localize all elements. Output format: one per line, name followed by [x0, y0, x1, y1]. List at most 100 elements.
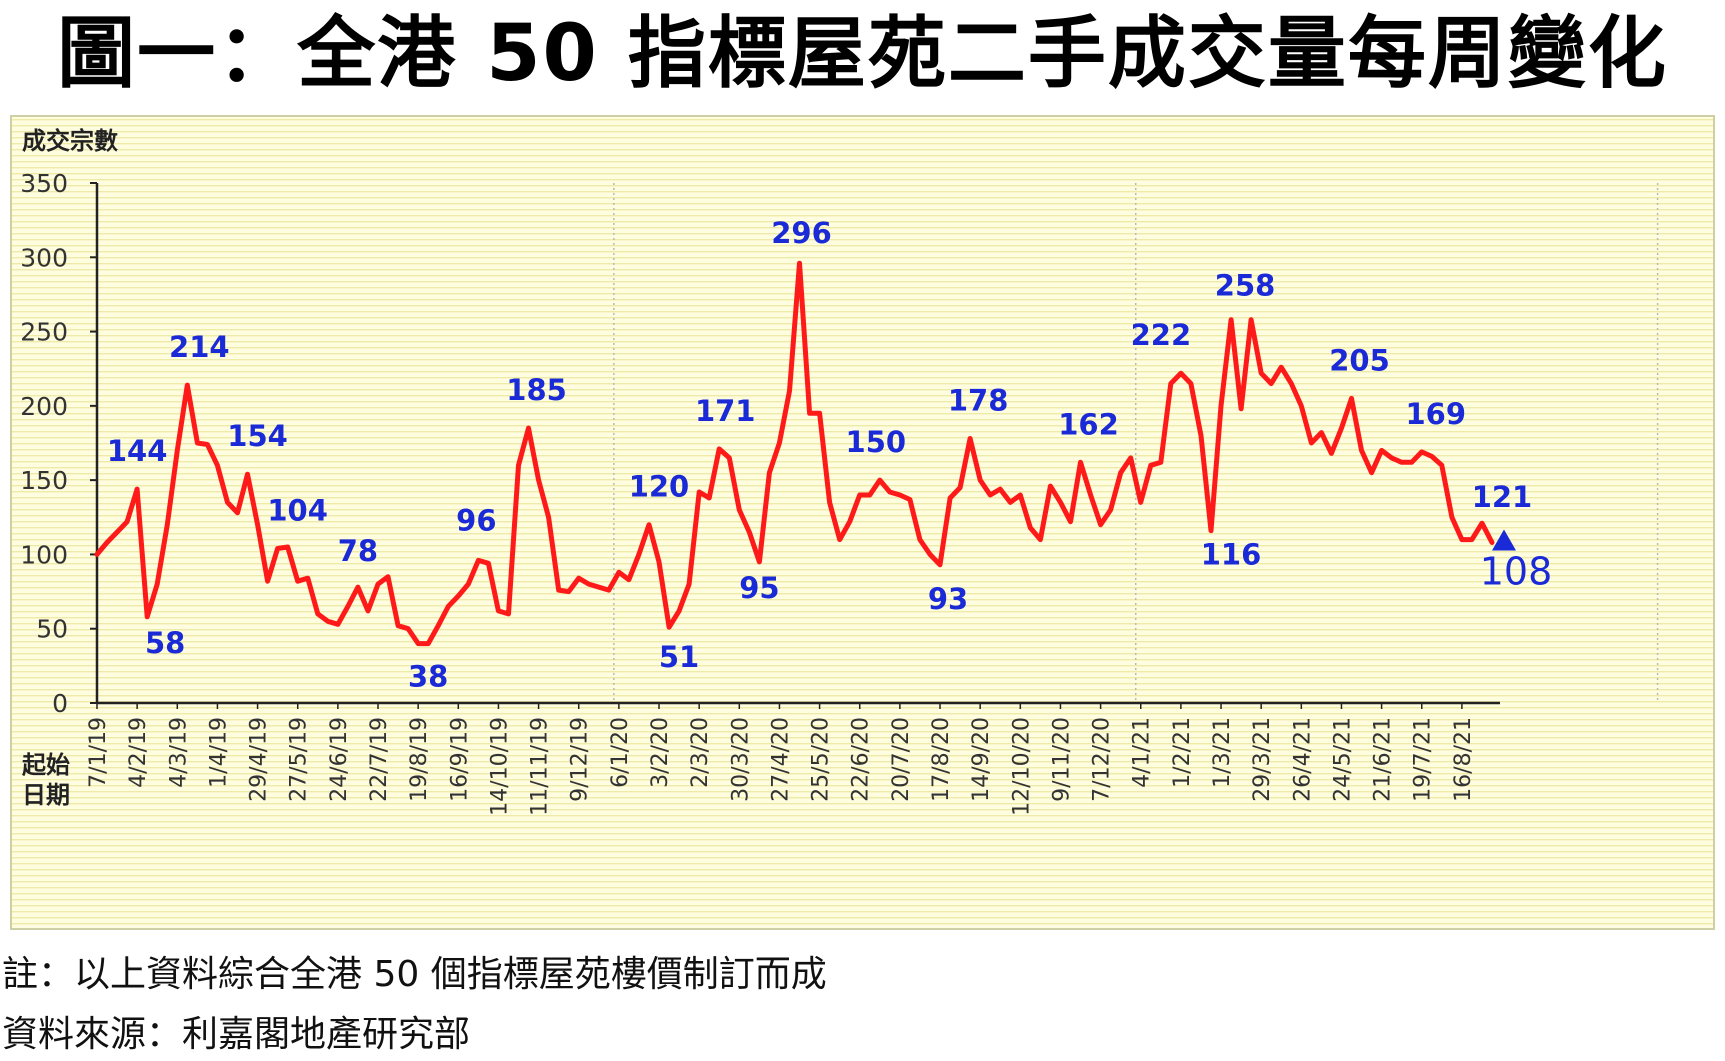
data-point: [1350, 397, 1353, 400]
data-point: [1029, 526, 1032, 529]
x-tick-label: 3/2/20: [648, 717, 673, 788]
data-label-258: 258: [1215, 269, 1276, 303]
data-label-171: 171: [695, 394, 756, 428]
data-point: [999, 487, 1002, 491]
data-point: [437, 624, 440, 627]
data-point: [828, 501, 831, 504]
data-point: [487, 562, 490, 565]
x-tick-label: 2/3/20: [688, 717, 713, 788]
data-point: [1189, 382, 1193, 385]
x-tick-label: 4/1/21: [1130, 717, 1155, 788]
data-point: [818, 412, 821, 415]
data-point: [376, 582, 380, 586]
data-point: [426, 642, 430, 645]
data-point: [457, 594, 460, 598]
x-tick-label: 16/8/21: [1451, 717, 1476, 802]
data-point: [176, 449, 179, 452]
y-tick-label: 250: [20, 318, 68, 347]
data-point: [386, 575, 390, 578]
data-point: [1069, 520, 1072, 523]
data-label-185: 185: [506, 373, 567, 407]
data-point: [306, 577, 309, 580]
data-point: [1480, 522, 1484, 525]
data-point: [758, 560, 761, 564]
x-tick-label: 29/4/19: [247, 717, 272, 802]
x-tick-label: 26/4/21: [1290, 717, 1315, 802]
data-point: [738, 508, 741, 512]
x-tick-label: 9/12/19: [568, 717, 593, 802]
data-point: [607, 588, 611, 592]
x-tick-label: 19/7/21: [1411, 717, 1436, 802]
data-point: [1019, 493, 1022, 497]
data-point: [497, 609, 500, 613]
data-label-58: 58: [145, 626, 185, 660]
data-point: [868, 493, 871, 497]
data-point: [1059, 501, 1062, 504]
data-point: [838, 538, 841, 541]
data-point: [1320, 431, 1323, 434]
data-point: [667, 626, 671, 629]
data-point: [1430, 455, 1433, 458]
data-point: [1270, 382, 1273, 385]
data-point: [1099, 523, 1102, 526]
data-point: [1290, 382, 1293, 385]
data-point: [1159, 461, 1163, 464]
data-point: [1410, 461, 1413, 464]
data-label-95: 95: [739, 571, 779, 605]
data-point: [1249, 318, 1253, 321]
x-axis-label-line-2: 日期: [22, 781, 70, 809]
x-tick-label: 14/9/20: [969, 717, 994, 802]
data-point: [1239, 407, 1243, 411]
data-point: [1049, 484, 1052, 488]
x-tick-label: 16/9/19: [447, 717, 472, 802]
data-label-178: 178: [948, 384, 1009, 418]
data-point: [1199, 434, 1203, 437]
data-label-120: 120: [629, 470, 690, 504]
data-point: [95, 553, 99, 556]
x-tick-label: 7/12/20: [1090, 717, 1115, 802]
data-point: [166, 523, 169, 526]
data-point: [1129, 456, 1132, 460]
data-point: [196, 441, 199, 445]
footnote-note: 註：以上資料綜合全港 50 個指標屋苑樓價制訂而成: [2, 954, 827, 995]
data-point: [346, 605, 350, 608]
data-point: [125, 520, 129, 523]
weekly-transactions-line-chart: 0 50 100 150 200 250 300 350 7/1/19 4/2/19 4/3/19…: [12, 117, 1713, 928]
data-label-104: 104: [267, 493, 328, 527]
data-point: [647, 523, 651, 526]
data-point: [798, 262, 801, 265]
data-point: [517, 464, 520, 467]
data-point: [115, 530, 119, 534]
x-tick-label: 19/8/19: [407, 717, 432, 802]
data-point: [557, 588, 560, 592]
data-label-214: 214: [169, 330, 230, 364]
data-label-296: 296: [771, 216, 832, 250]
data-point: [728, 456, 731, 460]
data-point: [707, 496, 711, 500]
x-tick-label: 6/1/20: [608, 717, 633, 788]
data-point: [637, 553, 641, 556]
x-tick-label: 29/3/21: [1250, 717, 1275, 802]
data-point: [1370, 471, 1373, 474]
data-point: [697, 490, 701, 494]
data-point: [366, 609, 370, 613]
y-tick-label: 0: [52, 689, 68, 718]
data-label-116: 116: [1201, 538, 1262, 572]
data-point: [968, 437, 972, 440]
data-point: [216, 464, 219, 467]
data-label-150: 150: [846, 425, 907, 459]
chart-title: 圖一：全港 50 指標屋苑二手成交量每周變化: [57, 9, 1668, 99]
data-point: [1440, 464, 1444, 467]
data-label-222: 222: [1131, 318, 1192, 352]
data-point: [105, 541, 109, 544]
data-point: [266, 579, 269, 583]
data-point: [356, 585, 360, 589]
data-point: [145, 615, 149, 619]
data-label-144: 144: [107, 434, 168, 468]
data-point: [326, 620, 330, 623]
plot-background: [12, 117, 1713, 928]
data-point: [447, 605, 450, 608]
x-tick-label: 24/6/19: [327, 717, 352, 802]
x-tick-label: 4/3/19: [166, 717, 191, 788]
data-point: [1109, 508, 1112, 512]
